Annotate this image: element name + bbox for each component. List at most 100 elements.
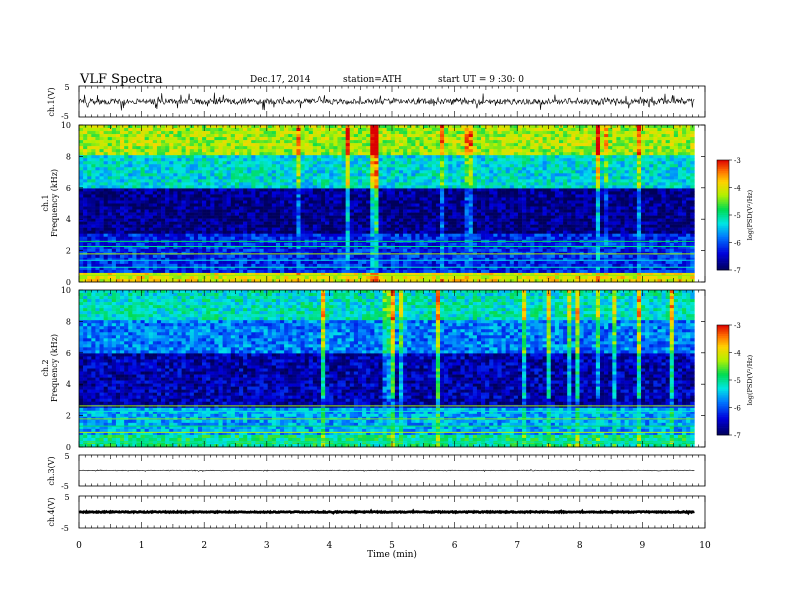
- spectrogram-cell: [107, 128, 113, 132]
- spectrogram-cell: [476, 200, 482, 204]
- spectrogram-cell: [177, 161, 182, 165]
- spectrogram-cell: [120, 221, 125, 225]
- spectrogram-cell: [91, 134, 96, 138]
- spectrogram-cell: [341, 209, 346, 213]
- spectrogram-cell: [595, 146, 601, 150]
- spectrogram-cell: [161, 197, 166, 201]
- spectrogram-cell: [665, 125, 671, 129]
- spectrogram-cell: [230, 170, 236, 174]
- spectrogram-cell: [645, 200, 650, 204]
- spectrogram-cell: [169, 125, 174, 129]
- spectrogram-cell: [230, 155, 236, 159]
- spectrogram-cell: [604, 173, 609, 177]
- spectrogram-cell: [448, 203, 453, 207]
- spectrogram-cell: [587, 146, 593, 150]
- spectrogram-cell: [230, 161, 236, 165]
- spectrogram-cell: [337, 197, 342, 201]
- spectrogram-cell: [374, 176, 379, 180]
- spectrogram-cell: [460, 218, 465, 222]
- spectrogram-cell: [214, 158, 219, 162]
- spectrogram-cell: [628, 161, 634, 165]
- spectrogram-cell: [111, 221, 117, 225]
- spectrogram-cell: [255, 125, 260, 129]
- spectrogram-cell: [595, 125, 601, 129]
- spectrogram-cell: [530, 161, 535, 165]
- spectrogram-cell: [546, 170, 552, 174]
- spectrogram-cell: [333, 155, 338, 159]
- spectrogram-cell: [591, 212, 597, 216]
- spectrogram-cell: [333, 164, 338, 168]
- spectrogram-cell: [632, 152, 638, 156]
- spectrogram-cell: [292, 167, 297, 171]
- spectrogram-cell: [411, 134, 416, 138]
- spectrogram-cell: [189, 215, 195, 219]
- spectrogram-cell: [120, 179, 125, 183]
- spectrogram-cell: [472, 140, 478, 144]
- spectrogram-cell: [632, 131, 638, 135]
- spectrogram-cell: [132, 167, 137, 171]
- spectrogram-cell: [259, 179, 264, 183]
- spectrogram-cell: [210, 212, 215, 216]
- spectrogram-cell: [481, 170, 486, 174]
- spectrogram-cell: [144, 137, 150, 141]
- spectrogram-cell: [653, 149, 658, 153]
- spectrogram-cell: [677, 167, 683, 171]
- spectrogram-cell: [427, 146, 433, 150]
- spectrogram-cell: [251, 149, 256, 153]
- spectrogram-cell: [120, 143, 125, 147]
- spectrogram-cell: [682, 197, 687, 201]
- spectrogram-cell: [571, 182, 576, 186]
- spectrogram-cell: [333, 203, 338, 207]
- spectrogram-cell: [673, 191, 679, 195]
- spectrogram-cell: [641, 149, 646, 153]
- spectrogram-cell: [448, 161, 453, 165]
- spectrogram-cell: [452, 155, 457, 159]
- spectrogram-cell: [649, 182, 654, 186]
- spectrogram-cell: [686, 179, 691, 183]
- spectrogram-cell: [230, 221, 236, 225]
- spectrogram-cell: [206, 134, 211, 138]
- spectrogram-cell: [456, 200, 461, 204]
- spectrogram-cell: [316, 173, 322, 177]
- spectrogram-cell: [370, 218, 375, 222]
- spectrogram-cell: [83, 146, 88, 150]
- spectrogram-cell: [312, 170, 318, 174]
- spectrogram-cell: [649, 179, 654, 183]
- spectrogram-cell: [362, 170, 367, 174]
- spectrogram-cell: [669, 161, 675, 165]
- spectrogram-cell: [501, 194, 506, 198]
- spectrogram-cell: [550, 131, 556, 135]
- spectrogram-cell: [222, 143, 227, 147]
- spectrogram-cell: [616, 176, 621, 180]
- spectrogram-cell: [690, 149, 695, 153]
- spectrogram-cell: [374, 125, 379, 129]
- spectrogram-cell: [99, 203, 104, 207]
- spectrogram-cell: [115, 200, 121, 204]
- spectrogram-cell: [534, 221, 539, 225]
- spectrogram-cell: [382, 125, 387, 129]
- spectrogram-cell: [185, 161, 191, 165]
- spectrogram-cell: [497, 173, 502, 177]
- spectrogram-cell: [284, 149, 289, 153]
- spectrogram-cell: [542, 209, 547, 213]
- spectrogram-cell: [353, 140, 359, 144]
- spectrogram-cell: [641, 197, 646, 201]
- spectrogram-cell: [181, 164, 186, 168]
- spectrogram-cell: [673, 131, 679, 135]
- spectrogram-cell: [673, 206, 679, 210]
- spectrogram-cell: [591, 158, 597, 162]
- spectrogram-cell: [394, 206, 400, 210]
- spectrogram-cell: [91, 203, 96, 207]
- spectrogram-cell: [386, 149, 392, 153]
- spectrogram-cell: [534, 128, 539, 132]
- spectrogram-cell: [604, 155, 609, 159]
- spectrogram-cell: [247, 185, 252, 189]
- spectrogram-cell: [612, 179, 617, 183]
- spectrogram-cell: [554, 158, 560, 162]
- spectrogram-cell: [522, 182, 527, 186]
- spectrogram-cell: [476, 185, 482, 189]
- spectrogram-cell: [144, 185, 150, 189]
- spectrogram-cell: [165, 173, 170, 177]
- spectrogram-cell: [554, 185, 560, 189]
- spectrogram-cell: [177, 131, 182, 135]
